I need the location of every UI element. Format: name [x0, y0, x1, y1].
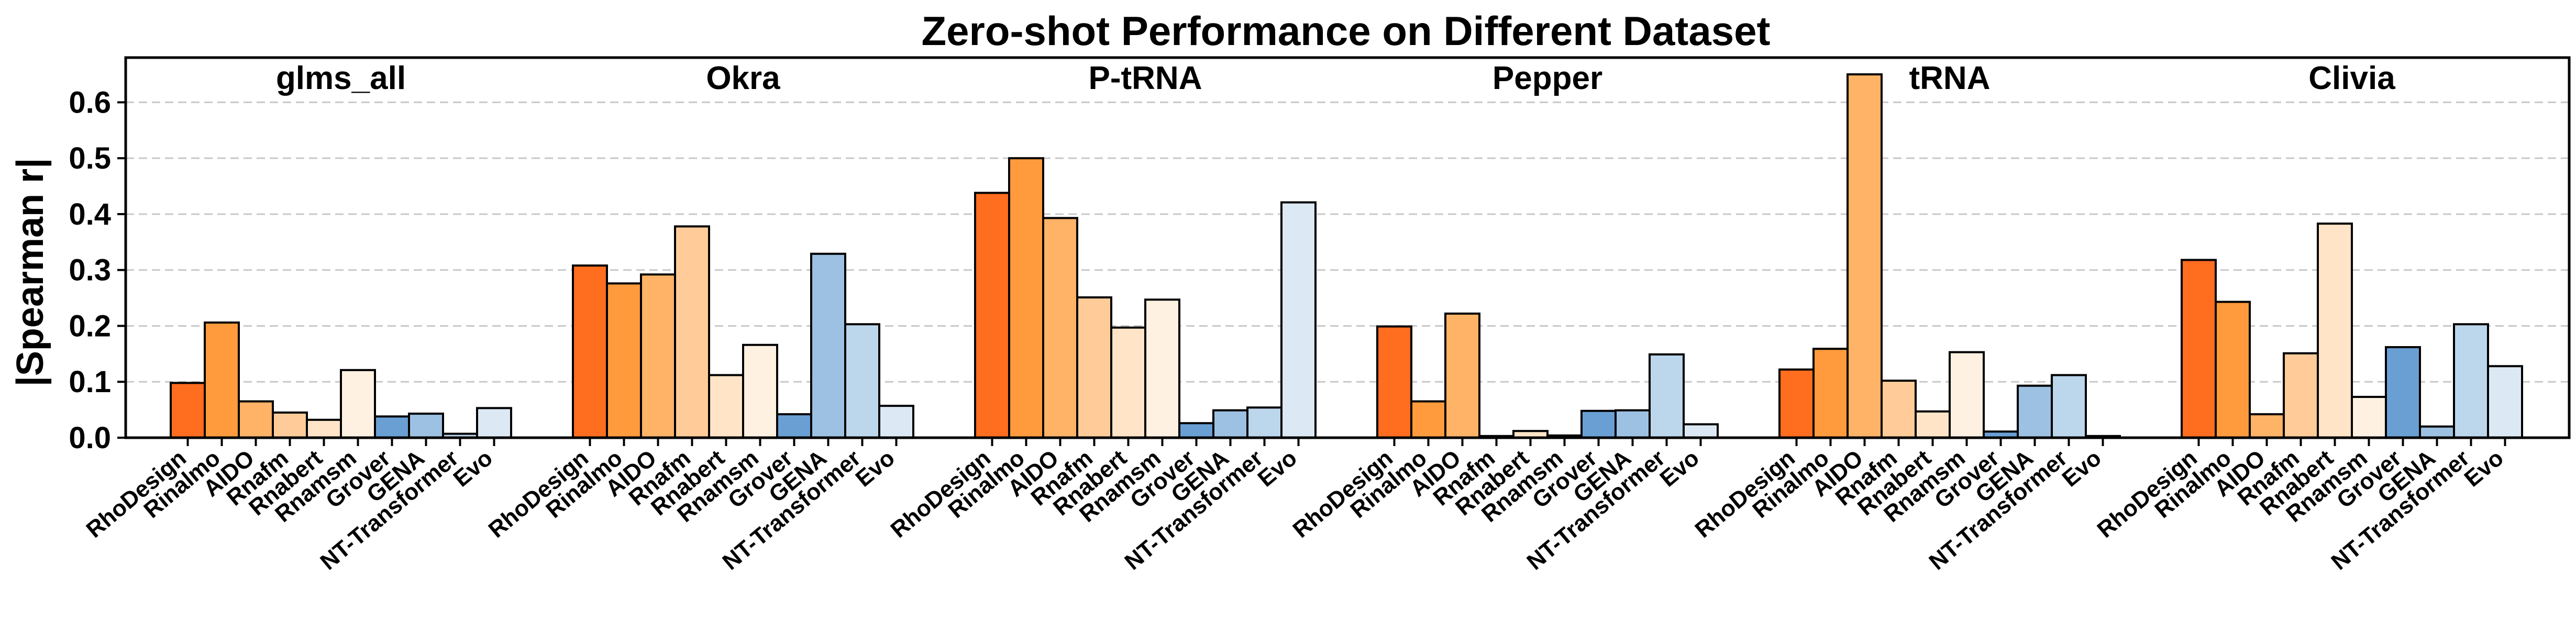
bar-glms_all-Grover	[374, 415, 410, 439]
bar-Okra-GENA	[810, 252, 846, 439]
bars	[170, 73, 2523, 439]
bar-P-tRNA-RhoDesign	[974, 192, 1010, 439]
bar-Okra-Rnafm	[674, 225, 710, 439]
group-label: Pepper	[1492, 60, 1602, 96]
bar-P-tRNA-GENA	[1212, 409, 1248, 439]
bar-Pepper-NT-Transformer	[1649, 353, 1685, 439]
bar-Clivia-GENA	[2419, 425, 2455, 439]
bar-Okra-Rnamsm	[742, 343, 778, 439]
bar-P-tRNA-Rnamsm	[1144, 298, 1180, 439]
group-label: Clivia	[2308, 60, 2395, 96]
bar-glms_all-Rnabert	[306, 418, 342, 439]
y-tick-label: 0.2	[69, 309, 111, 343]
bar-Clivia-Rnafm	[2283, 352, 2319, 439]
bar-Pepper-GENA	[1615, 409, 1651, 439]
bar-glms_all-AIDO	[238, 400, 274, 439]
bar-Clivia-AIDO	[2249, 413, 2285, 439]
axes	[117, 56, 2571, 446]
group-label: tRNA	[1909, 60, 1991, 96]
bar-glms_all-Rnafm	[272, 411, 308, 439]
bar-tRNA-NT-Transformer	[2051, 374, 2087, 439]
bar-Okra-RhoDesign	[572, 264, 608, 439]
bar-Pepper-Grover	[1580, 409, 1617, 439]
bar-glms_all-Rnamsm	[340, 369, 376, 439]
bar-Okra-NT-Transformer	[844, 323, 880, 439]
bar-Clivia-Evo	[2487, 365, 2523, 439]
bar-Clivia-Rinalmo	[2215, 301, 2251, 439]
x-tick-label: Evo	[1253, 445, 1302, 492]
chart-title: Zero-shot Performance on Different Datas…	[922, 8, 1771, 54]
group-label: P-tRNA	[1089, 60, 1202, 96]
x-tick-label: Evo	[449, 445, 497, 492]
bar-Clivia-RhoDesign	[2181, 259, 2217, 439]
bar-Clivia-NT-Transformer	[2453, 323, 2489, 439]
group-label: glms_all	[276, 60, 406, 96]
bar-P-tRNA-AIDO	[1042, 217, 1078, 439]
bar-tRNA-Rnabert	[1915, 410, 1951, 439]
y-axis-label: |Spearman r|	[9, 158, 51, 386]
bar-Okra-Rnabert	[708, 374, 744, 439]
grid-lines	[126, 101, 2569, 383]
bar-glms_all-RhoDesign	[170, 382, 206, 439]
bar-glms_all-Evo	[476, 407, 512, 439]
y-tick-label: 0.5	[69, 141, 111, 175]
bar-glms_all-GENA	[408, 413, 444, 439]
bar-Okra-Rinalmo	[606, 282, 642, 439]
y-tick-label: 0.6	[69, 85, 111, 119]
bar-P-tRNA-Rnabert	[1110, 326, 1146, 439]
x-tick-label: Evo	[851, 445, 900, 492]
bar-Okra-Evo	[878, 405, 914, 439]
bar-Pepper-AIDO	[1444, 312, 1480, 439]
bar-P-tRNA-NT-Transformer	[1246, 406, 1283, 439]
bar-tRNA-Rnafm	[1881, 380, 1917, 439]
y-tick-label: 0.0	[69, 421, 111, 455]
x-tick-label: Evo	[1655, 445, 1704, 492]
bar-tRNA-AIDO	[1847, 73, 1883, 439]
bar-Pepper-RhoDesign	[1376, 325, 1412, 439]
x-tick-label: Evo	[2460, 445, 2508, 492]
y-tick-label: 0.1	[69, 365, 111, 399]
bar-P-tRNA-Rinalmo	[1008, 157, 1044, 439]
bar-Okra-AIDO	[640, 273, 676, 439]
bar-tRNA-Rinalmo	[1812, 348, 1849, 439]
bar-Okra-Grover	[776, 413, 812, 439]
bar-P-tRNA-Grover	[1178, 422, 1214, 439]
bar-tRNA-GENA	[2017, 384, 2053, 439]
bar-Clivia-Rnabert	[2317, 223, 2353, 439]
bar-Pepper-Evo	[1683, 423, 1719, 439]
bar-tRNA-RhoDesign	[1778, 368, 1815, 439]
bar-tRNA-Rnamsm	[1949, 351, 1985, 439]
bar-Pepper-Rinalmo	[1410, 400, 1446, 439]
bar-P-tRNA-Rnafm	[1076, 296, 1112, 439]
bar-Clivia-Rnamsm	[2351, 396, 2387, 439]
y-tick-label: 0.4	[69, 197, 111, 231]
group-label: Okra	[706, 60, 780, 96]
x-tick-label: Evo	[2058, 445, 2106, 492]
plot-frame	[124, 56, 2571, 439]
bar-Clivia-Grover	[2385, 346, 2421, 439]
bar-glms_all-Rinalmo	[204, 321, 240, 439]
y-tick-label: 0.3	[69, 253, 111, 287]
bar-P-tRNA-Evo	[1280, 201, 1317, 439]
